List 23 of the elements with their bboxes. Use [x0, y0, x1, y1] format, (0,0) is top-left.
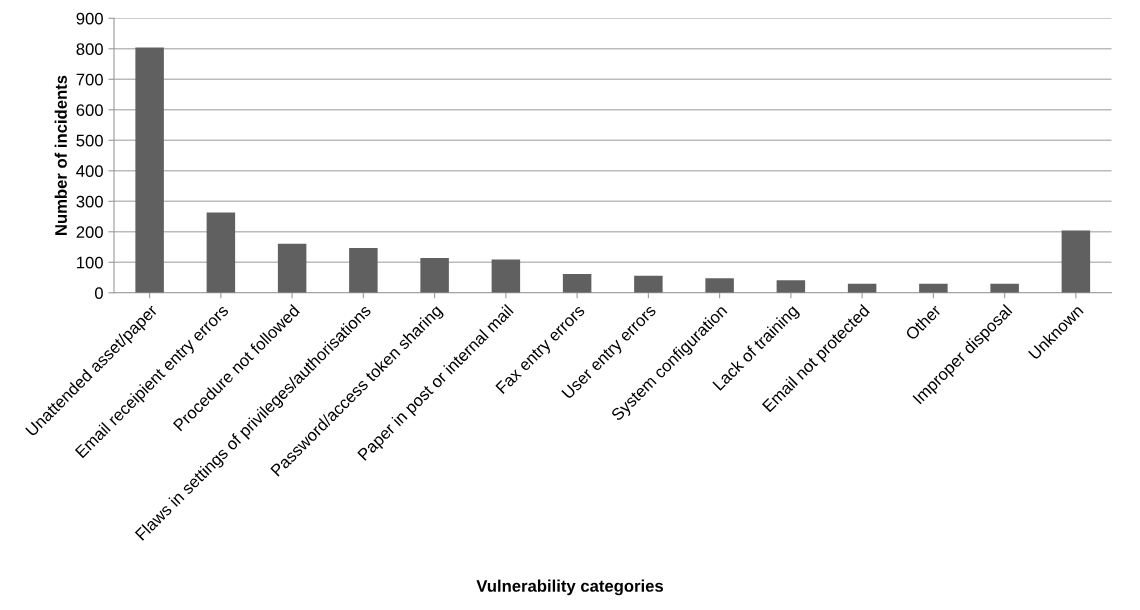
bar — [491, 259, 521, 293]
x-axis-title: Vulnerability categories — [476, 579, 664, 596]
y-tick-label: 100 — [77, 256, 103, 269]
bar — [1061, 230, 1091, 293]
bar — [634, 275, 663, 293]
y-tick-label: 300 — [76, 195, 103, 208]
y-tick-label: 200 — [76, 226, 103, 238]
y-tick-label: 400 — [76, 165, 103, 177]
bar — [135, 47, 164, 293]
y-tick-label: 900 — [76, 12, 103, 25]
y-axis-title: Number of incidents — [54, 75, 67, 235]
y-tick-label: 700 — [76, 73, 103, 86]
bar — [562, 273, 592, 293]
y-tick-label: 0 — [94, 287, 103, 299]
bar — [776, 280, 806, 293]
y-tick-label: 600 — [76, 104, 103, 116]
bar — [277, 243, 307, 293]
bar — [705, 278, 734, 293]
y-tick-label: 800 — [76, 43, 103, 55]
bar — [206, 212, 236, 293]
y-tick-label: 500 — [76, 134, 103, 147]
bar — [349, 247, 378, 293]
bar — [420, 258, 449, 293]
